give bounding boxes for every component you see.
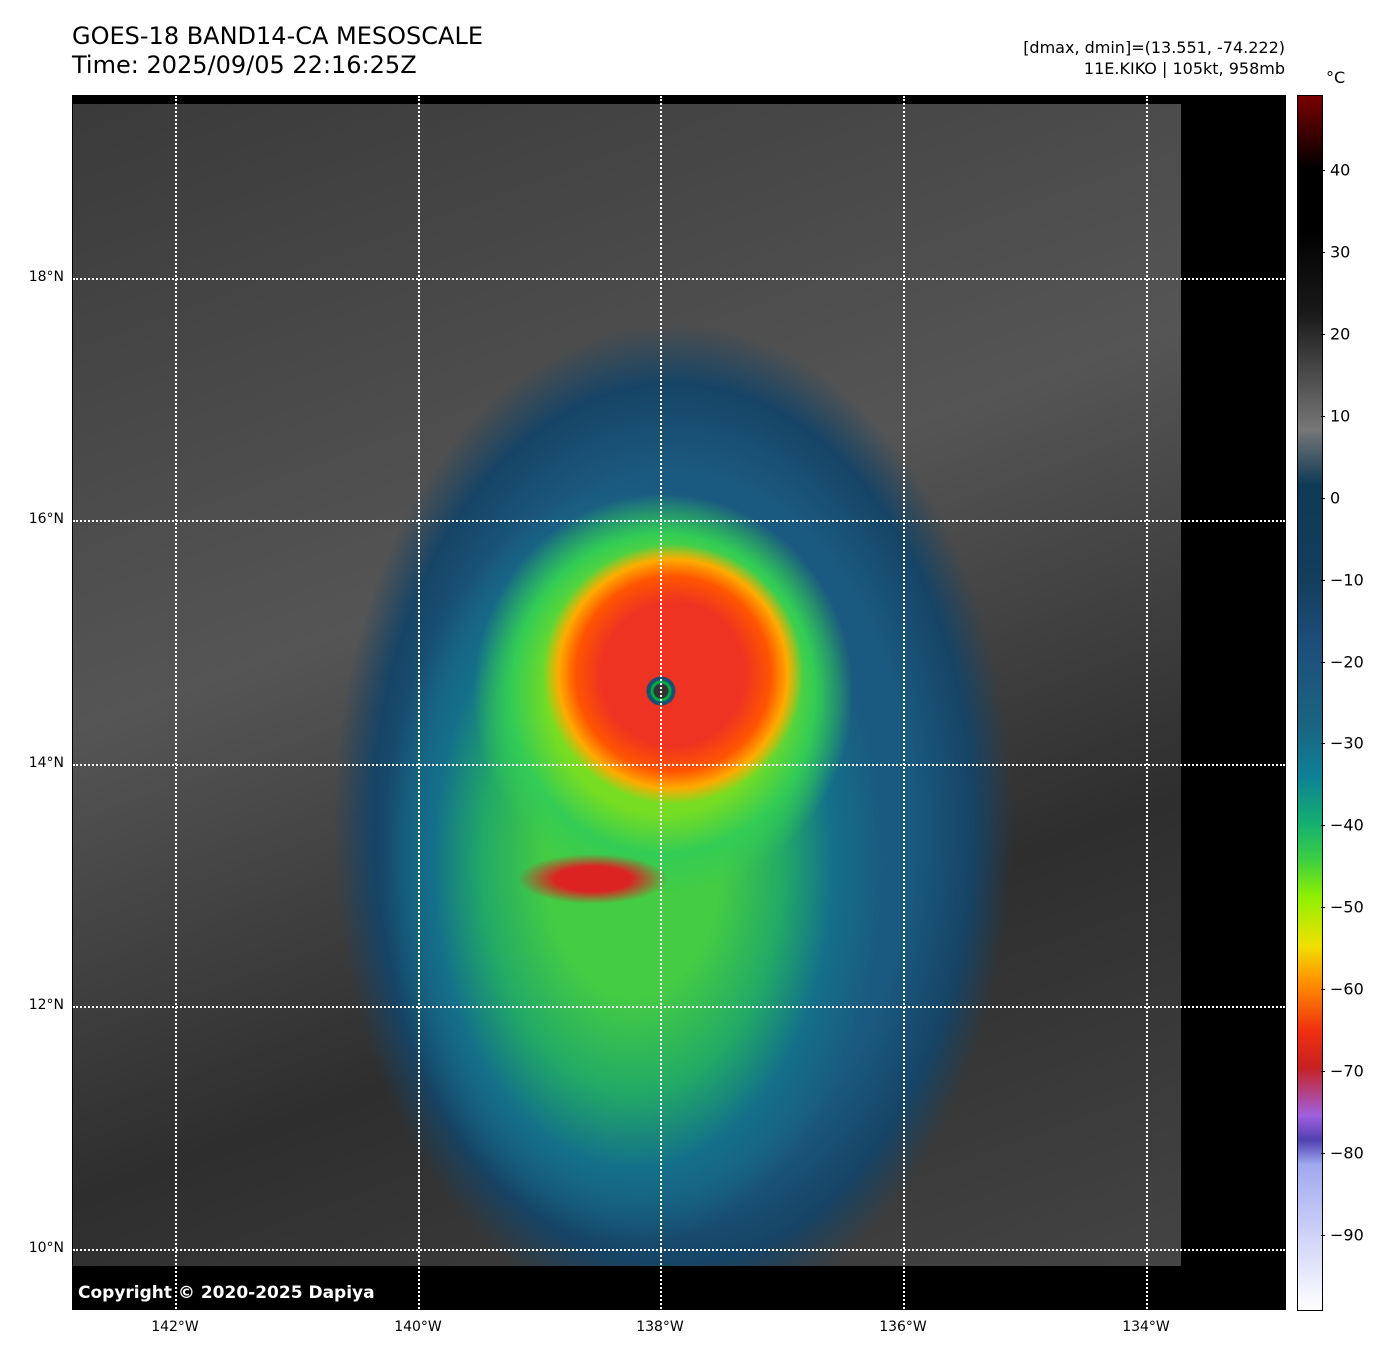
satellite-map: Copyright © 2020-2025 Dapiya — [72, 95, 1286, 1310]
colorbar-tick-label: 30 — [1330, 242, 1351, 262]
colorbar-tick-label: −80 — [1330, 1143, 1364, 1163]
colorbar-tick-mark — [1321, 497, 1325, 499]
colorbar-tick-mark — [1321, 907, 1325, 909]
lon-label: 142°W — [151, 1319, 199, 1335]
gridline-14n — [73, 764, 1285, 766]
gridline-140w — [418, 96, 420, 1309]
colorbar-tick-mark — [1321, 333, 1325, 335]
colorbar-tick-label: −60 — [1330, 979, 1364, 999]
colorbar-tick-label: 10 — [1330, 406, 1351, 426]
colorbar-tick-mark — [1321, 1071, 1325, 1073]
gridline-12n — [73, 1006, 1285, 1008]
colorbar-tick-mark — [1321, 989, 1325, 991]
colorbar-tick-mark — [1321, 579, 1325, 581]
colorbar-tick-mark — [1321, 743, 1325, 745]
lon-label: 136°W — [879, 1319, 927, 1335]
lat-label: 14°N — [28, 755, 64, 771]
colorbar-tick-mark — [1321, 661, 1325, 663]
colorbar-tick-mark — [1321, 1153, 1325, 1155]
lat-label: 10°N — [28, 1240, 64, 1256]
colorbar-tick-label: −40 — [1330, 815, 1364, 835]
copyright-text: Copyright © 2020-2025 Dapiya — [78, 1283, 375, 1303]
colorbar-tick-mark — [1321, 825, 1325, 827]
colorbar-unit: °C — [1326, 68, 1346, 87]
colorbar — [1297, 95, 1323, 1311]
title-product: GOES-18 BAND14-CA MESOSCALE — [72, 22, 483, 50]
colorbar-tick-mark — [1321, 169, 1325, 171]
gridline-142w — [175, 96, 177, 1309]
title-time: Time: 2025/09/05 22:16:25Z — [72, 51, 417, 79]
gridline-10n — [73, 1249, 1285, 1251]
colorbar-tick-mark — [1321, 1235, 1325, 1237]
colorbar-tick-mark — [1321, 415, 1325, 417]
gridline-16n — [73, 520, 1285, 522]
lat-label: 12°N — [28, 997, 64, 1013]
lat-label: 18°N — [28, 269, 64, 285]
dmax-dmin-text: [dmax, dmin]=(13.551, -74.222) — [1023, 38, 1285, 57]
colorbar-tick-label: 40 — [1330, 160, 1351, 180]
lon-label: 138°W — [636, 1319, 684, 1335]
lon-label: 140°W — [394, 1319, 442, 1335]
colorbar-tick-label: −50 — [1330, 897, 1364, 917]
storm-info-text: 11E.KIKO | 105kt, 958mb — [1083, 59, 1285, 78]
colorbar-tick-label: 20 — [1330, 324, 1351, 344]
colorbar-tick-label: 0 — [1330, 488, 1341, 508]
colorbar-tick-label: −20 — [1330, 652, 1364, 672]
satellite-image — [73, 104, 1181, 1266]
gridline-136w — [903, 96, 905, 1309]
lon-label: 134°W — [1122, 1319, 1170, 1335]
colorbar-tick-label: −90 — [1330, 1225, 1364, 1245]
colorbar-tick-label: −10 — [1330, 570, 1364, 590]
gridline-134w — [1146, 96, 1148, 1309]
gridline-18n — [73, 278, 1285, 280]
colorbar-tick-label: −30 — [1330, 733, 1364, 753]
gridline-138w — [660, 96, 662, 1309]
colorbar-tick-label: −70 — [1330, 1061, 1364, 1081]
lat-label: 16°N — [28, 511, 64, 527]
colorbar-tick-mark — [1321, 251, 1325, 253]
